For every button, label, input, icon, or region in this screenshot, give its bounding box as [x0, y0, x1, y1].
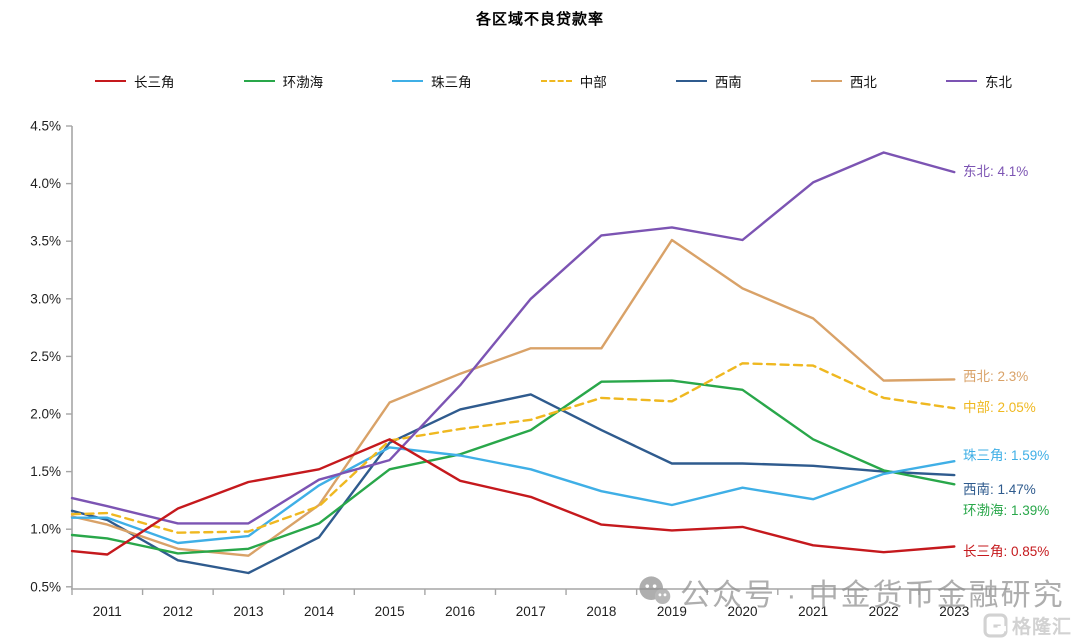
x-tick-label: 2017: [516, 604, 546, 619]
end-label-东北: 东北: 4.1%: [963, 164, 1029, 179]
legend-item-长三角: 长三角: [95, 71, 175, 91]
gelonghui-icon: [983, 613, 1008, 638]
y-tick-label: 4.0%: [30, 176, 61, 191]
y-tick-label: 1.5%: [30, 464, 61, 479]
legend-swatch: [95, 80, 126, 82]
x-tick-label: 2016: [445, 604, 475, 619]
legend-item-珠三角: 珠三角: [392, 71, 472, 91]
series-line-西南: [70, 393, 956, 575]
end-label-中部: 中部: 2.05%: [963, 400, 1036, 415]
x-tick-label: 2015: [375, 604, 405, 619]
x-tick-label: 2019: [657, 604, 687, 619]
legend-item-西南: 西南: [675, 71, 742, 91]
gelonghui-text: 格隆汇: [1011, 617, 1072, 638]
legend-swatch: [810, 80, 842, 82]
legend-swatch: [540, 80, 572, 82]
legend-swatch: [945, 80, 977, 82]
gelonghui-logo: 格隆汇: [983, 612, 1072, 639]
legend-label: 中部: [579, 75, 607, 90]
series-line-中部: [70, 362, 956, 534]
legend-item-中部: 中部: [540, 71, 607, 91]
chart-title: 各区域不良贷款率: [475, 11, 604, 28]
x-tick-label: 2020: [727, 604, 757, 619]
legend-label: 珠三角: [431, 75, 472, 90]
legend-item-西北: 西北: [810, 71, 877, 91]
series-line-长三角: [70, 438, 956, 556]
x-tick-label: 2012: [163, 604, 193, 619]
end-label-长三角: 长三角: 0.85%: [963, 544, 1050, 559]
y-tick-label: 2.5%: [30, 349, 61, 364]
x-tick-label: 2021: [798, 604, 828, 619]
series-line-环渤海: [70, 379, 956, 555]
y-tick-label: 2.0%: [30, 407, 61, 422]
legend-swatch: [243, 80, 275, 82]
legend-item-环渤海: 环渤海: [243, 71, 324, 91]
end-label-西南: 西南: 1.47%: [963, 482, 1036, 497]
x-tick-label: 2014: [304, 604, 335, 619]
end-label-环渤海: 环渤海: 1.39%: [963, 503, 1050, 518]
x-tick-label: 2023: [939, 604, 969, 619]
legend-label: 东北: [984, 75, 1012, 90]
y-tick-label: 3.0%: [30, 291, 61, 306]
legend-label: 长三角: [134, 75, 175, 90]
legend-item-东北: 东北: [945, 71, 1012, 91]
series-line-珠三角: [70, 446, 956, 545]
x-tick-label: 2013: [233, 604, 263, 619]
end-label-西北: 西北: 2.3%: [963, 369, 1029, 384]
series-line-西北: [70, 238, 956, 557]
legend-swatch: [675, 80, 707, 82]
x-tick-label: 2011: [93, 604, 122, 619]
y-tick-label: 1.0%: [30, 522, 61, 537]
series-line-东北: [70, 151, 956, 525]
end-label-珠三角: 珠三角: 1.59%: [963, 448, 1050, 463]
x-tick-label: 2022: [869, 604, 899, 619]
y-tick-label: 3.5%: [30, 234, 61, 249]
legend-swatch: [392, 80, 424, 82]
y-tick-label: 0.5%: [30, 579, 61, 594]
legend-label: 西南: [714, 75, 742, 90]
legend-label: 西北: [849, 75, 877, 90]
legend-label: 环渤海: [282, 75, 324, 90]
y-tick-label: 4.5%: [30, 119, 61, 134]
x-tick-label: 2018: [586, 604, 616, 619]
legend: 长三角 环渤海 珠三角 中部 西南 西北 东北: [95, 72, 1012, 90]
